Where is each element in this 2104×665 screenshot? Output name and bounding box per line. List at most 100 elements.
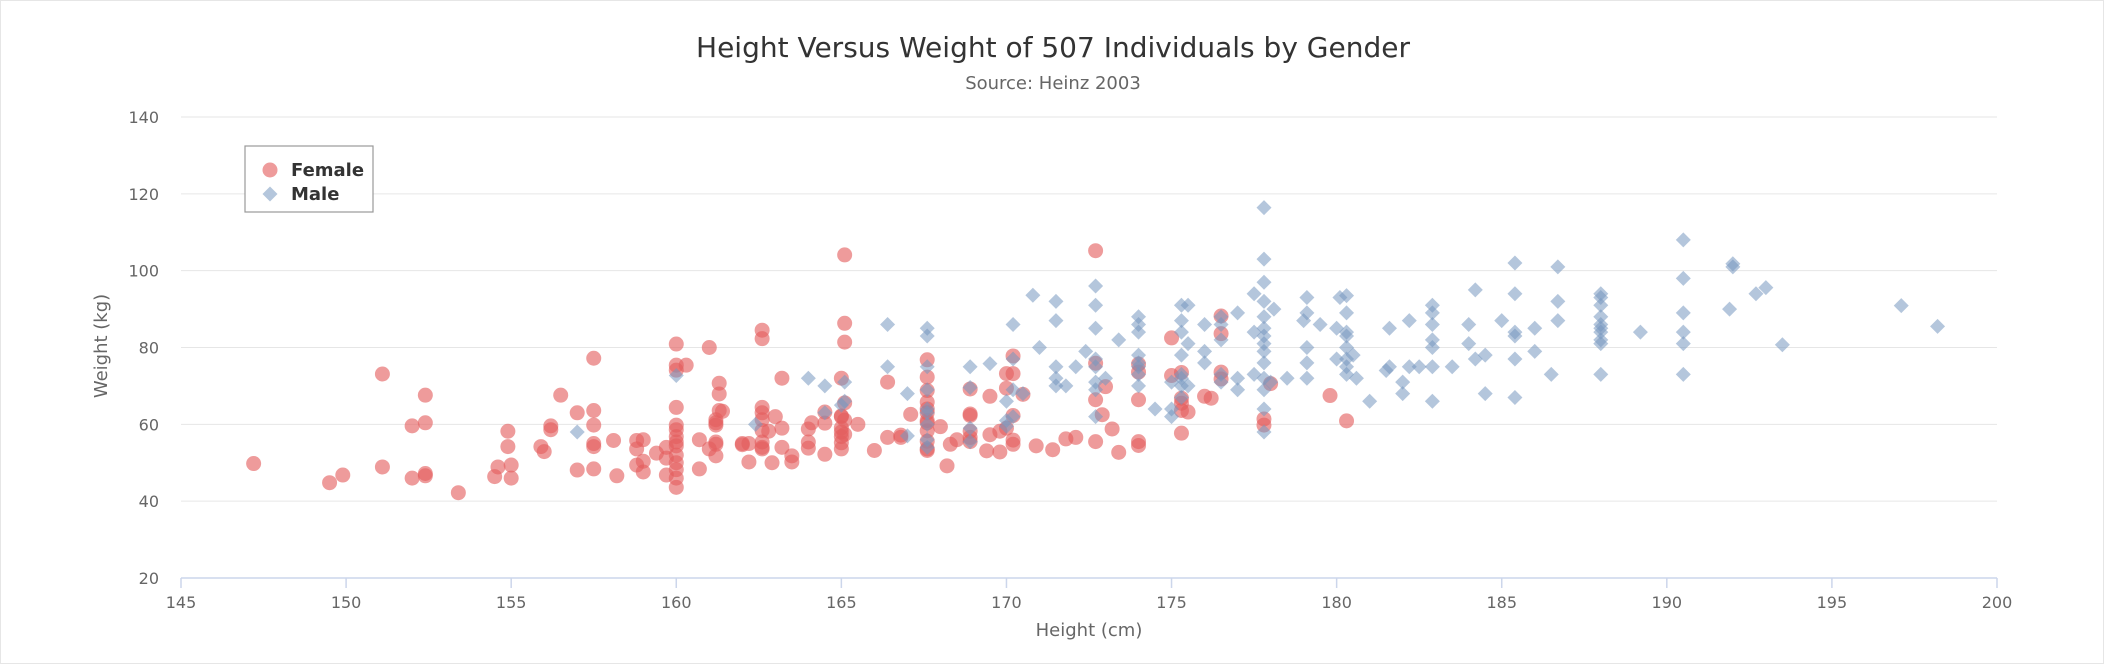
female-point — [335, 467, 351, 483]
male-point — [1527, 320, 1543, 336]
female-point — [1256, 411, 1272, 427]
male-point — [1088, 297, 1104, 313]
female-point — [1088, 392, 1104, 408]
female-point — [536, 444, 552, 460]
male-point — [1256, 251, 1272, 267]
female-point — [817, 415, 833, 431]
male-point — [1180, 297, 1196, 313]
female-point — [417, 468, 433, 484]
male-point — [1507, 389, 1523, 405]
female-point — [714, 403, 730, 419]
male-point — [1424, 340, 1440, 355]
male-point — [1381, 320, 1397, 336]
male-point — [1758, 280, 1774, 296]
male-point — [1527, 343, 1543, 359]
female-point — [962, 406, 978, 422]
female-point — [919, 369, 935, 385]
male-point — [1068, 359, 1084, 375]
male-point — [1031, 340, 1047, 355]
female-point — [764, 455, 780, 471]
female-point — [800, 434, 816, 450]
male-point — [1173, 389, 1189, 405]
male-point — [1593, 316, 1609, 332]
male-point — [1424, 359, 1440, 375]
female-point — [1339, 413, 1355, 429]
female-point — [761, 423, 777, 439]
male-point — [1213, 366, 1229, 382]
male-point — [919, 432, 935, 448]
female-point — [949, 432, 965, 448]
male-point — [1005, 409, 1021, 425]
x-tick-label: 165 — [826, 593, 857, 612]
male-point — [1256, 328, 1272, 344]
y-tick-label: 100 — [128, 262, 159, 281]
male-point — [1256, 355, 1272, 371]
y-tick-label: 60 — [139, 415, 159, 434]
male-point — [962, 359, 978, 375]
male-point — [1048, 359, 1064, 375]
y-axis-title: Weight (kg) — [91, 294, 112, 398]
female-point — [982, 388, 998, 404]
x-tick-label: 150 — [331, 593, 362, 612]
female-point — [754, 331, 770, 347]
male-point — [1015, 386, 1031, 402]
male-point — [1058, 378, 1074, 394]
female-point — [1131, 434, 1147, 450]
male-point — [1477, 386, 1493, 402]
legend-male-symbol — [262, 186, 278, 202]
female-point — [668, 399, 684, 415]
male-point — [1461, 336, 1477, 352]
male-point — [1279, 370, 1295, 386]
male-point — [1507, 324, 1523, 340]
y-tick-label: 140 — [128, 108, 159, 127]
male-point — [1131, 347, 1147, 363]
male-point — [1299, 355, 1315, 371]
male-point — [1507, 255, 1523, 271]
male-point — [1362, 393, 1378, 409]
male-point — [1256, 320, 1272, 336]
male-point — [899, 386, 915, 402]
female-point — [754, 399, 770, 415]
female-point — [586, 350, 602, 366]
female-point — [1203, 390, 1219, 406]
male-point — [668, 368, 684, 384]
male-point — [837, 393, 853, 409]
male-point — [1131, 309, 1147, 325]
male-point — [1748, 286, 1764, 302]
male-point — [919, 382, 935, 398]
male-point — [1593, 366, 1609, 382]
male-point — [1339, 359, 1355, 375]
male-point — [1411, 359, 1427, 375]
male-point — [1005, 351, 1021, 367]
male-point — [817, 405, 833, 421]
male-point — [1675, 366, 1691, 382]
x-axis-title: Height (cm) — [1036, 620, 1143, 641]
male-point — [1147, 401, 1163, 417]
female-point — [553, 387, 569, 403]
male-point — [1266, 301, 1282, 317]
female-point — [417, 415, 433, 431]
female-point — [691, 461, 707, 477]
male-point — [1299, 290, 1315, 306]
male-point — [1725, 256, 1741, 272]
legend-label-male[interactable]: Male — [291, 184, 339, 205]
male-point — [1774, 337, 1790, 353]
female-point — [932, 419, 948, 435]
male-point — [1543, 366, 1559, 382]
female-point — [374, 459, 390, 475]
male-point — [1213, 332, 1229, 348]
data-points — [246, 200, 1946, 501]
male-point — [1131, 378, 1147, 394]
legend-label-female[interactable]: Female — [291, 160, 364, 181]
male-point — [1424, 297, 1440, 313]
male-point — [748, 416, 764, 432]
female-point — [543, 422, 559, 438]
male-point — [1088, 359, 1104, 375]
male-point — [1048, 293, 1064, 309]
x-tick-label: 195 — [1817, 593, 1848, 612]
female-point — [1045, 442, 1061, 458]
male-point — [817, 378, 833, 394]
male-point — [1299, 370, 1315, 386]
female-point — [817, 446, 833, 462]
